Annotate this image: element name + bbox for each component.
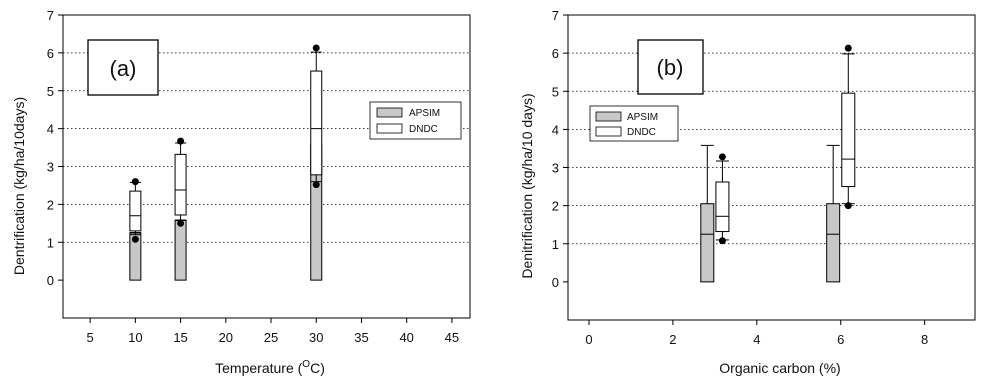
y-tick-label: 7 [47, 8, 54, 23]
panel-a-label: (a) [110, 56, 137, 81]
outlier-point [844, 44, 852, 52]
panel-b-x-axis: 0 2 4 6 8 [585, 320, 928, 347]
x-tick-label: 45 [445, 330, 459, 345]
box-body [129, 190, 142, 232]
legend-apsim-label: APSIM [409, 108, 440, 119]
panel-b-boxes [700, 44, 856, 283]
panel-a-y-axis: 0 1 2 3 4 5 6 7 [47, 8, 63, 288]
panel-b-label-box: (b) [637, 39, 704, 95]
legend-dndc-label: DNDC [627, 127, 656, 138]
panel-b-y-axis: 0 1 2 3 4 5 6 7 [552, 8, 568, 290]
y-tick-label: 3 [47, 160, 54, 175]
y-tick-label: 2 [47, 197, 54, 212]
outlier-point [177, 137, 185, 145]
box-dndc [841, 44, 856, 210]
panel-a-legend: APSIM DNDC [369, 101, 462, 140]
outlier-point [312, 44, 320, 52]
panel-a-boxes [129, 44, 323, 281]
x-tick-label: 35 [354, 330, 368, 345]
y-tick-label: 6 [47, 46, 54, 61]
box-dndc [310, 44, 323, 189]
box-body [174, 219, 187, 281]
panel-b-gridlines [568, 52, 975, 245]
box-apsim [174, 219, 187, 281]
x-tick-label: 8 [921, 332, 928, 347]
y-tick-label: 5 [552, 84, 559, 99]
box-body [715, 181, 730, 233]
y-tick-label: 1 [47, 235, 54, 250]
outlier-point [312, 181, 320, 189]
panel-b-organic-carbon: 0 1 2 3 4 5 6 7 0 2 4 6 8 (b) APSIM DNDC Denitrific… [519, 8, 976, 376]
legend-apsim-label: APSIM [627, 112, 658, 123]
box-body [310, 70, 323, 176]
y-tick-label: 6 [552, 46, 559, 61]
panel-a-x-axis-title: Temperature (OC) [215, 359, 325, 376]
legend-apsim-swatch [376, 107, 403, 118]
x-tick-label: 4 [753, 332, 760, 347]
box-apsim [826, 144, 841, 283]
outlier-point [177, 219, 185, 227]
x-tick-label: 40 [399, 330, 413, 345]
panel-b-legend: APSIM DNDC [589, 105, 679, 142]
panel-b-y-axis-title: Denitrification (kg/ha/10 days) [519, 93, 535, 278]
box-body [174, 153, 187, 216]
y-tick-label: 5 [47, 84, 54, 99]
y-tick-label: 1 [552, 237, 559, 252]
x-tick-label: 0 [585, 332, 592, 347]
y-tick-label: 2 [552, 199, 559, 214]
outlier-point [131, 235, 139, 243]
legend-dndc-swatch [595, 126, 622, 137]
panel-a-x-axis: 5 10 15 20 25 30 35 40 45 [87, 318, 459, 345]
legend-dndc-label: DNDC [409, 124, 438, 135]
x-tick-label: 10 [128, 330, 142, 345]
panel-b-label: (b) [657, 55, 684, 80]
outlier-point [131, 178, 139, 186]
y-tick-label: 4 [552, 122, 559, 137]
box-body [841, 92, 856, 188]
y-tick-label: 0 [47, 273, 54, 288]
x-tick-label: 25 [264, 330, 278, 345]
panel-a-label-box: (a) [87, 39, 159, 96]
y-tick-label: 4 [47, 122, 54, 137]
y-tick-label: 3 [552, 161, 559, 176]
outlier-point [718, 153, 726, 161]
legend-apsim-swatch [595, 111, 622, 122]
x-tick-label: 6 [837, 332, 844, 347]
outlier-point [844, 202, 852, 210]
box-dndc [715, 153, 730, 245]
box-apsim [700, 144, 715, 283]
x-tick-label: 20 [219, 330, 233, 345]
outlier-point [718, 237, 726, 245]
legend-dndc-swatch [376, 123, 403, 134]
box-dndc [129, 178, 142, 243]
y-tick-label: 7 [552, 8, 559, 23]
panel-b-x-axis-title: Organic carbon (%) [719, 360, 840, 376]
y-tick-label: 0 [552, 275, 559, 290]
x-tick-label: 2 [669, 332, 676, 347]
panel-a-y-axis-title: Dentrification (kg/ha/10days) [11, 97, 27, 275]
x-tick-label: 15 [173, 330, 187, 345]
box-body [826, 203, 841, 283]
x-tick-label: 5 [87, 330, 94, 345]
box-dndc [174, 137, 187, 227]
x-tick-label: 30 [309, 330, 323, 345]
box-body [700, 203, 715, 283]
